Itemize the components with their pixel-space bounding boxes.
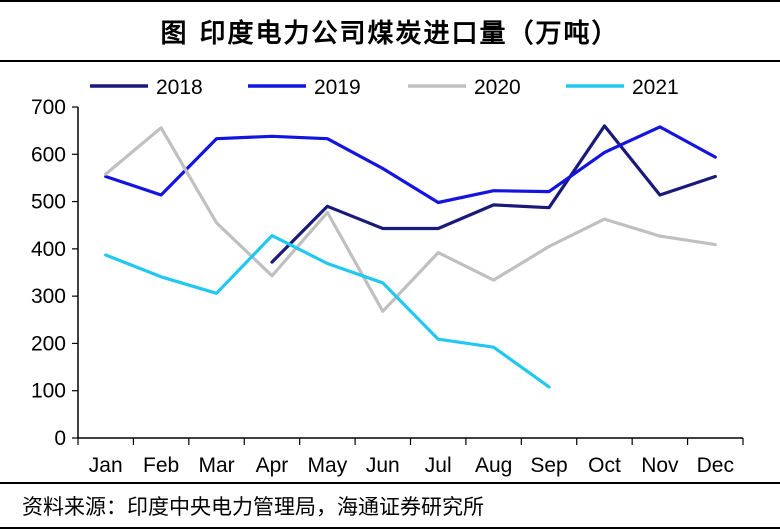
y-tick-label: 0	[54, 427, 66, 450]
y-tick-label: 700	[31, 96, 66, 119]
legend: 2018 2019 2020 2021	[90, 76, 679, 99]
series-group	[104, 124, 717, 389]
x-tick-label: Jan	[89, 454, 123, 477]
legend-label-2018: 2018	[156, 76, 203, 99]
line-chart: 2018 2019 2020 2021 0 100 200 300 400 500 600 700 J…	[31, 76, 744, 477]
x-tick-label: Apr	[256, 454, 289, 477]
x-tick-label: Dec	[697, 454, 734, 477]
y-tick-label: 100	[31, 380, 66, 403]
series-line-2020	[104, 126, 717, 313]
x-tick-label: Aug	[475, 454, 512, 477]
source-bar: 资料来源：印度中央电力管理局，海通证券研究所	[0, 482, 780, 529]
axes: 0 100 200 300 400 500 600 700 Jan Feb Mar Apr May Jun…	[31, 96, 744, 477]
legend-label-2021: 2021	[632, 76, 679, 99]
chart-title-bar: 图 印度电力公司煤炭进口量（万吨）	[0, 0, 780, 62]
x-tick-label: Feb	[143, 454, 179, 477]
legend-label-2019: 2019	[314, 76, 361, 99]
x-tick-label: Mar	[198, 454, 234, 477]
chart-title: 图 印度电力公司煤炭进口量（万吨）	[160, 18, 620, 49]
source-note: 资料来源：印度中央电力管理局，海通证券研究所	[22, 494, 484, 519]
y-tick-label: 200	[31, 332, 66, 355]
legend-label-2020: 2020	[474, 76, 521, 99]
x-tick-label: Jun	[366, 454, 400, 477]
x-tick-label: Sep	[530, 454, 567, 477]
x-tick-label: May	[308, 454, 348, 477]
series-line-2019	[104, 125, 717, 205]
series-line-2018	[270, 124, 717, 264]
y-tick-label: 600	[31, 143, 66, 166]
y-tick-label: 400	[31, 238, 66, 261]
x-tick-label: Nov	[641, 454, 679, 477]
series-line-2021	[104, 234, 551, 389]
x-tick-label: Oct	[588, 454, 621, 477]
y-tick-label: 500	[31, 191, 66, 214]
x-tick-label: Jul	[425, 454, 452, 477]
y-tick-label: 300	[31, 285, 66, 308]
